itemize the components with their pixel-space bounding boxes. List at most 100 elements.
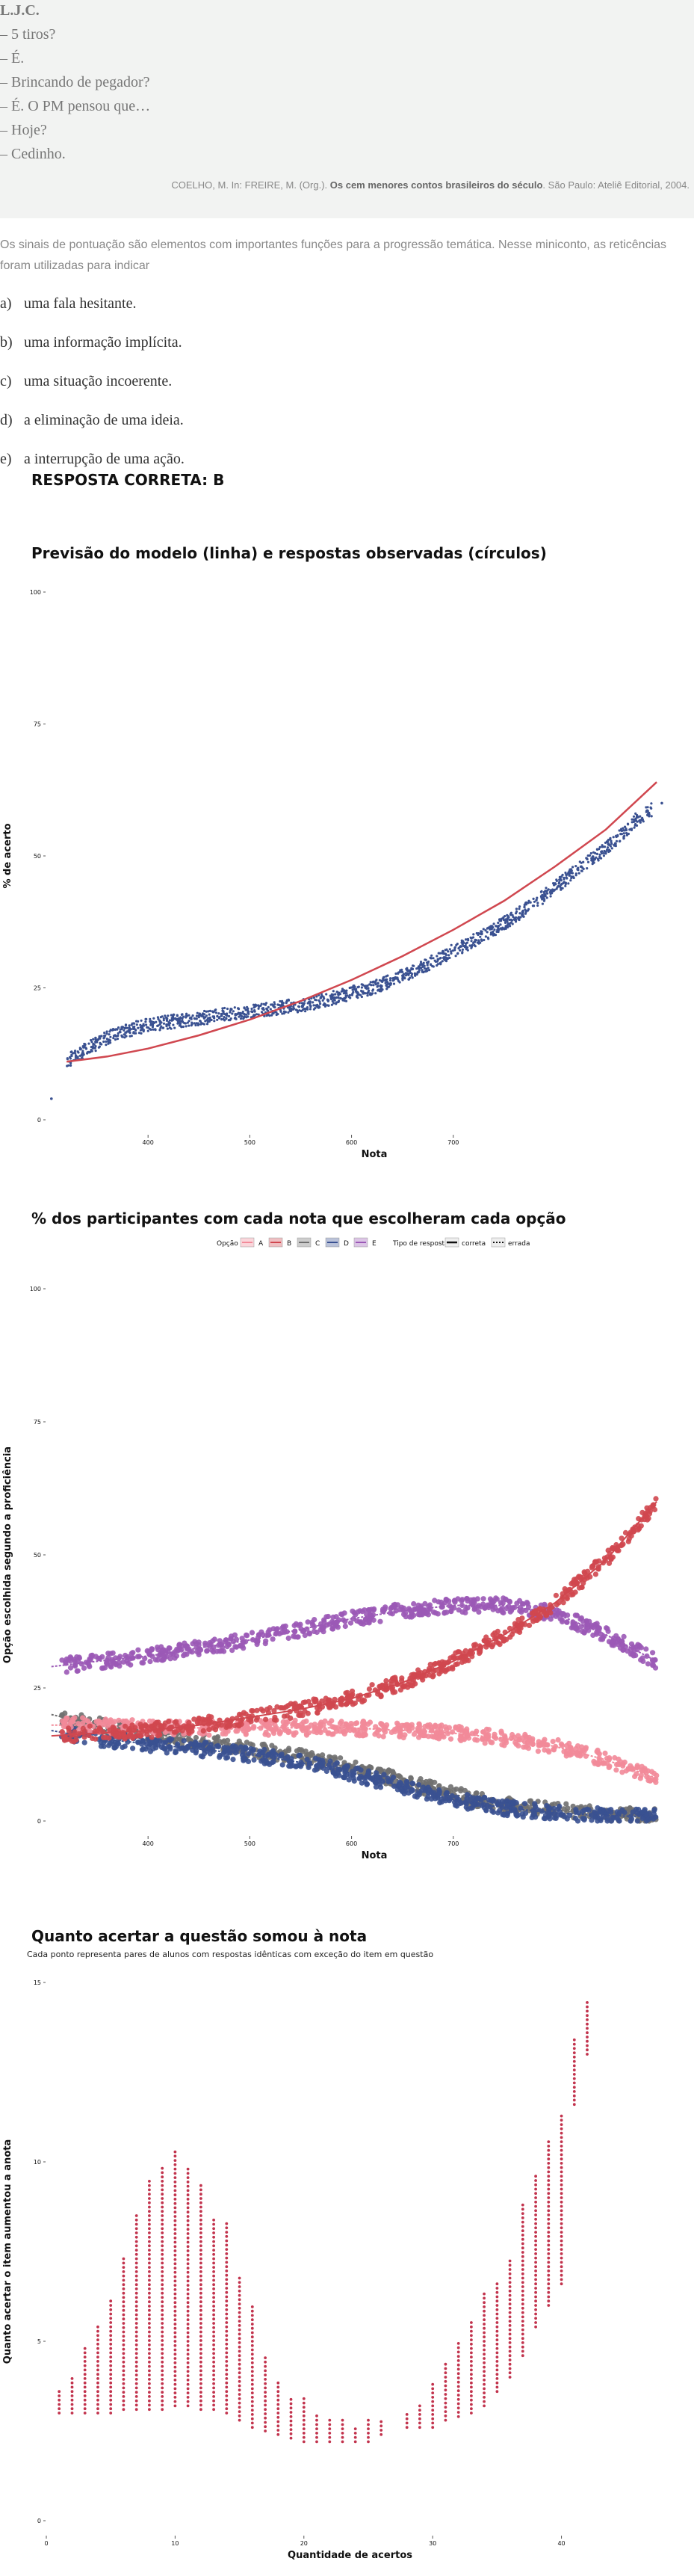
observed-point xyxy=(524,908,527,911)
observed-point xyxy=(245,1016,248,1019)
choice-point xyxy=(207,1643,213,1649)
observed-point xyxy=(208,1018,211,1021)
choice-point xyxy=(265,1751,271,1757)
gain-point xyxy=(161,2252,164,2256)
gain-point xyxy=(134,2322,138,2325)
choice-point xyxy=(362,1607,368,1613)
choice-point xyxy=(442,1609,447,1615)
choice-point xyxy=(530,1618,536,1624)
gain-point xyxy=(161,2313,164,2317)
choice-point xyxy=(196,1716,202,1722)
choice-point xyxy=(592,1814,598,1820)
choice-point xyxy=(353,1759,359,1765)
choice-point xyxy=(342,1623,348,1630)
choice-point xyxy=(397,1734,403,1740)
choice-point xyxy=(117,1654,123,1660)
gain-point xyxy=(70,2390,74,2394)
quote-line: – Brincando de pegador? xyxy=(0,74,150,90)
observed-point xyxy=(561,887,564,890)
gain-point xyxy=(134,2399,138,2403)
choice-point xyxy=(403,1722,409,1728)
choice-point xyxy=(602,1750,608,1756)
observed-point xyxy=(245,1013,248,1016)
observed-point xyxy=(108,1039,111,1042)
x-axis-label: Nota xyxy=(362,1149,388,1160)
observed-point xyxy=(281,999,284,1002)
gain-point xyxy=(161,2249,164,2252)
observed-point xyxy=(541,897,544,900)
observed-point xyxy=(165,1019,169,1022)
observed-point xyxy=(391,979,394,982)
gain-point xyxy=(161,2395,164,2398)
choice-point xyxy=(594,1748,600,1754)
observed-point xyxy=(194,1023,197,1027)
choice-point xyxy=(217,1648,223,1654)
gain-point xyxy=(148,2395,151,2398)
observed-point xyxy=(460,939,463,942)
observed-point xyxy=(217,1017,221,1020)
x-tick-label: 400 xyxy=(143,1139,154,1146)
choice-point xyxy=(436,1734,443,1740)
observed-point xyxy=(380,980,383,983)
observed-point xyxy=(607,839,610,842)
choice-point xyxy=(270,1636,276,1642)
observed-point xyxy=(172,1017,175,1020)
choice-point xyxy=(102,1665,108,1671)
choice-point xyxy=(230,1757,236,1763)
observed-point xyxy=(81,1052,84,1055)
choice-point xyxy=(296,1622,302,1628)
choice-point xyxy=(580,1618,586,1624)
choice-point xyxy=(221,1749,227,1755)
observed-point xyxy=(208,1013,211,1016)
y-axis-label: Quanto acertar o item aumentou a anota xyxy=(2,2139,13,2364)
option-letter: e) xyxy=(0,451,12,467)
observed-point xyxy=(344,999,348,1002)
observed-point xyxy=(128,1031,131,1035)
choice-point xyxy=(425,1793,431,1800)
observed-point xyxy=(475,931,478,935)
choice-point xyxy=(453,1662,459,1668)
gain-point xyxy=(134,2313,138,2317)
observed-point xyxy=(634,812,637,815)
observed-point xyxy=(570,877,573,880)
gain-point xyxy=(122,2403,126,2407)
gain-point xyxy=(122,2296,126,2299)
observed-point xyxy=(401,977,404,980)
observed-point xyxy=(304,1010,307,1013)
choice-point xyxy=(350,1608,356,1614)
gain-point xyxy=(58,2407,61,2411)
observed-point xyxy=(489,931,493,934)
observed-point xyxy=(572,876,575,880)
observed-point xyxy=(504,918,507,921)
observed-point xyxy=(262,1008,265,1011)
legend-label: C xyxy=(315,1240,320,1248)
choice-point xyxy=(493,1595,499,1601)
gain-point xyxy=(70,2377,74,2380)
observed-point xyxy=(634,822,637,826)
choice-point xyxy=(382,1725,388,1731)
observed-point xyxy=(165,1023,168,1026)
gain-point xyxy=(148,2399,151,2403)
observed-point xyxy=(188,1017,191,1020)
choice-point xyxy=(482,1605,488,1611)
observed-point xyxy=(167,1023,170,1026)
choice-point xyxy=(435,1611,441,1617)
observed-point xyxy=(202,1023,205,1026)
choice-point xyxy=(460,1736,466,1742)
choice-point xyxy=(518,1609,524,1615)
choice-point xyxy=(161,1740,167,1745)
choice-point xyxy=(241,1757,247,1763)
choice-point xyxy=(149,1646,155,1652)
choice-point xyxy=(186,1730,192,1737)
x-tick-label: 30 xyxy=(429,2540,436,2547)
choice-point xyxy=(462,1648,468,1654)
observed-points xyxy=(50,801,663,1100)
choice-point xyxy=(581,1816,588,1822)
gain-point xyxy=(134,2240,138,2243)
answer-option-e: e) a interrupção de uma ação. xyxy=(0,451,185,468)
choice-point xyxy=(371,1606,377,1612)
gain-point xyxy=(134,2408,138,2412)
observed-point xyxy=(560,888,563,891)
choice-point xyxy=(653,1779,659,1785)
choice-point xyxy=(347,1620,354,1626)
